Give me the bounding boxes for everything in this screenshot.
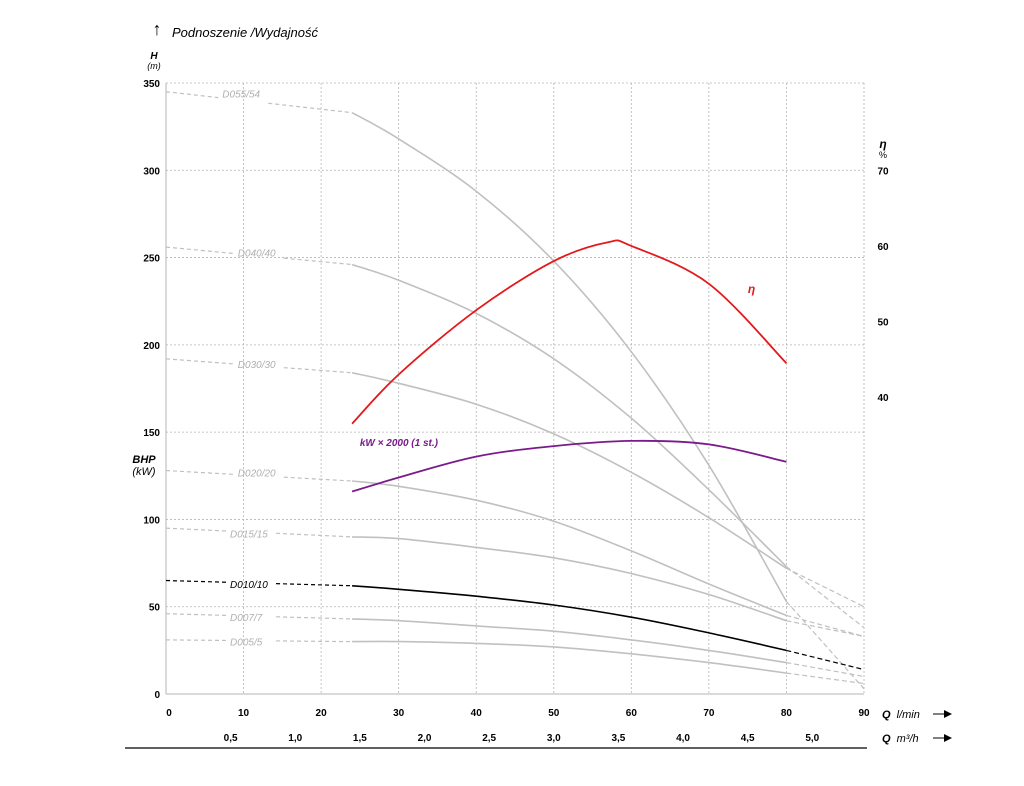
series-label: D015/15 <box>230 529 268 540</box>
curve-dash-start <box>165 358 234 365</box>
x-axis-unit: l/min <box>897 709 920 721</box>
curve-dash-start <box>165 469 234 475</box>
x2-tick-label: 4,5 <box>741 733 755 744</box>
curve-dash-start <box>165 527 227 532</box>
curve-d055-54 <box>351 111 788 602</box>
left-axis-label: H <box>150 51 158 62</box>
eta-tick-label: 70 <box>877 166 889 177</box>
power-curve <box>351 439 787 493</box>
right-axis-label: η <box>879 137 886 151</box>
efficiency-label: η <box>748 282 755 296</box>
x-tick-label: 40 <box>471 708 483 719</box>
curve-dash-end <box>786 649 865 671</box>
x-tick-label: 90 <box>858 708 870 719</box>
y-arrow-icon: ↑ <box>153 19 162 39</box>
curve-dash-mid <box>283 476 353 482</box>
y-tick-label: 0 <box>154 690 160 701</box>
pump-curves: D055/54 D040/40 D030/30 D020/20 D015/15 D010/… <box>165 89 865 690</box>
curve-d040-40 <box>351 263 787 568</box>
series-label: D055/54 <box>222 89 260 100</box>
x-tick-label: 80 <box>781 708 793 719</box>
y-tick-label: 350 <box>143 79 160 90</box>
curve-dash-end <box>786 567 865 608</box>
curve-dash-end <box>786 620 865 637</box>
grid: 0 50 100 150 200 250 300 350 0 10 20 30 40 50 60 70 80 90… <box>143 79 889 744</box>
x-tick-label: 20 <box>316 708 328 719</box>
x2-arrow-icon <box>933 734 952 742</box>
right-axis-unit: % <box>879 150 887 160</box>
x2-tick-label: 3,5 <box>611 733 625 744</box>
x-arrow-icon <box>933 710 952 718</box>
x2-axis-unit: m³/h <box>897 733 919 745</box>
x-tick-label: 10 <box>238 708 250 719</box>
eta-tick-label: 40 <box>877 393 889 404</box>
curve-dash-mid <box>276 583 353 587</box>
curve-dash-start <box>165 246 234 255</box>
curve-dash-mid <box>268 102 353 114</box>
curve-dash-start <box>165 639 227 642</box>
chart-title: Podnoszenie /Wydajność <box>172 25 318 40</box>
x2-tick-label: 1,0 <box>288 733 302 744</box>
y-tick-label: 100 <box>143 515 160 526</box>
x2-tick-label: 3,0 <box>547 733 561 744</box>
power-label: kW × 2000 (1 st.) <box>360 438 439 449</box>
curve-dash-start <box>165 579 227 583</box>
curve-dash-end <box>786 662 865 678</box>
bhp-axis-unit: (kW) <box>132 466 156 478</box>
curve-dash-start <box>165 91 219 99</box>
x-tick-label: 70 <box>703 708 715 719</box>
left-axis-unit: (m) <box>147 61 161 71</box>
series-label: D005/5 <box>230 638 263 649</box>
x2-tick-label: 2,5 <box>482 733 496 744</box>
curve-dash-end <box>786 672 865 685</box>
eta-tick-label: 50 <box>877 318 889 329</box>
y-tick-label: 150 <box>143 428 160 439</box>
curve-dash-start <box>165 613 227 616</box>
curve-d005-5 <box>352 640 787 674</box>
bhp-axis-label: BHP <box>132 454 156 466</box>
series-label: D010/10 <box>230 580 268 591</box>
x2-tick-label: 0,5 <box>224 733 238 744</box>
x-tick-label: 30 <box>393 708 405 719</box>
series-label: D030/30 <box>238 360 276 371</box>
axis-labels: ↑ Podnoszenie /Wydajność H (m) BHP (kW) … <box>125 19 952 749</box>
y-tick-label: 200 <box>143 341 160 352</box>
x-axis-label: Q l/min <box>882 709 920 721</box>
curve-dash-mid <box>276 532 353 538</box>
curve-dash-end <box>785 601 865 690</box>
curve-dash-end <box>786 566 865 629</box>
x2-tick-label: 5,0 <box>805 733 819 744</box>
y-tick-label: 300 <box>143 166 160 177</box>
eta-tick-label: 60 <box>877 242 889 253</box>
x2-axis-symbol: Q <box>882 733 891 745</box>
curve-dash-mid <box>276 616 353 620</box>
y-tick-label: 50 <box>149 603 161 614</box>
series-label: D040/40 <box>238 248 276 259</box>
curve-d030-30 <box>351 372 787 569</box>
x2-axis-label: Q m³/h <box>882 733 919 745</box>
x2-tick-label: 4,0 <box>676 733 690 744</box>
curve-d015-15 <box>352 536 787 622</box>
x-tick-label: 60 <box>626 708 638 719</box>
x-axis-symbol: Q <box>882 709 891 721</box>
efficiency-curve <box>351 239 788 425</box>
curve-d020-20 <box>352 480 787 617</box>
x2-tick-label: 2,0 <box>418 733 432 744</box>
x-tick-label: 50 <box>548 708 560 719</box>
curve-dash-mid <box>283 257 353 266</box>
curve-dash-mid <box>283 367 353 374</box>
curve-d010-10 <box>352 585 787 652</box>
series-label: D020/20 <box>238 468 276 479</box>
series-label: D007/7 <box>230 613 263 624</box>
curve-dash-mid <box>276 640 353 643</box>
x-tick-label: 0 <box>166 708 172 719</box>
x2-tick-label: 1,5 <box>353 733 367 744</box>
curve-d007-7 <box>352 618 787 664</box>
y-tick-label: 250 <box>143 254 160 265</box>
